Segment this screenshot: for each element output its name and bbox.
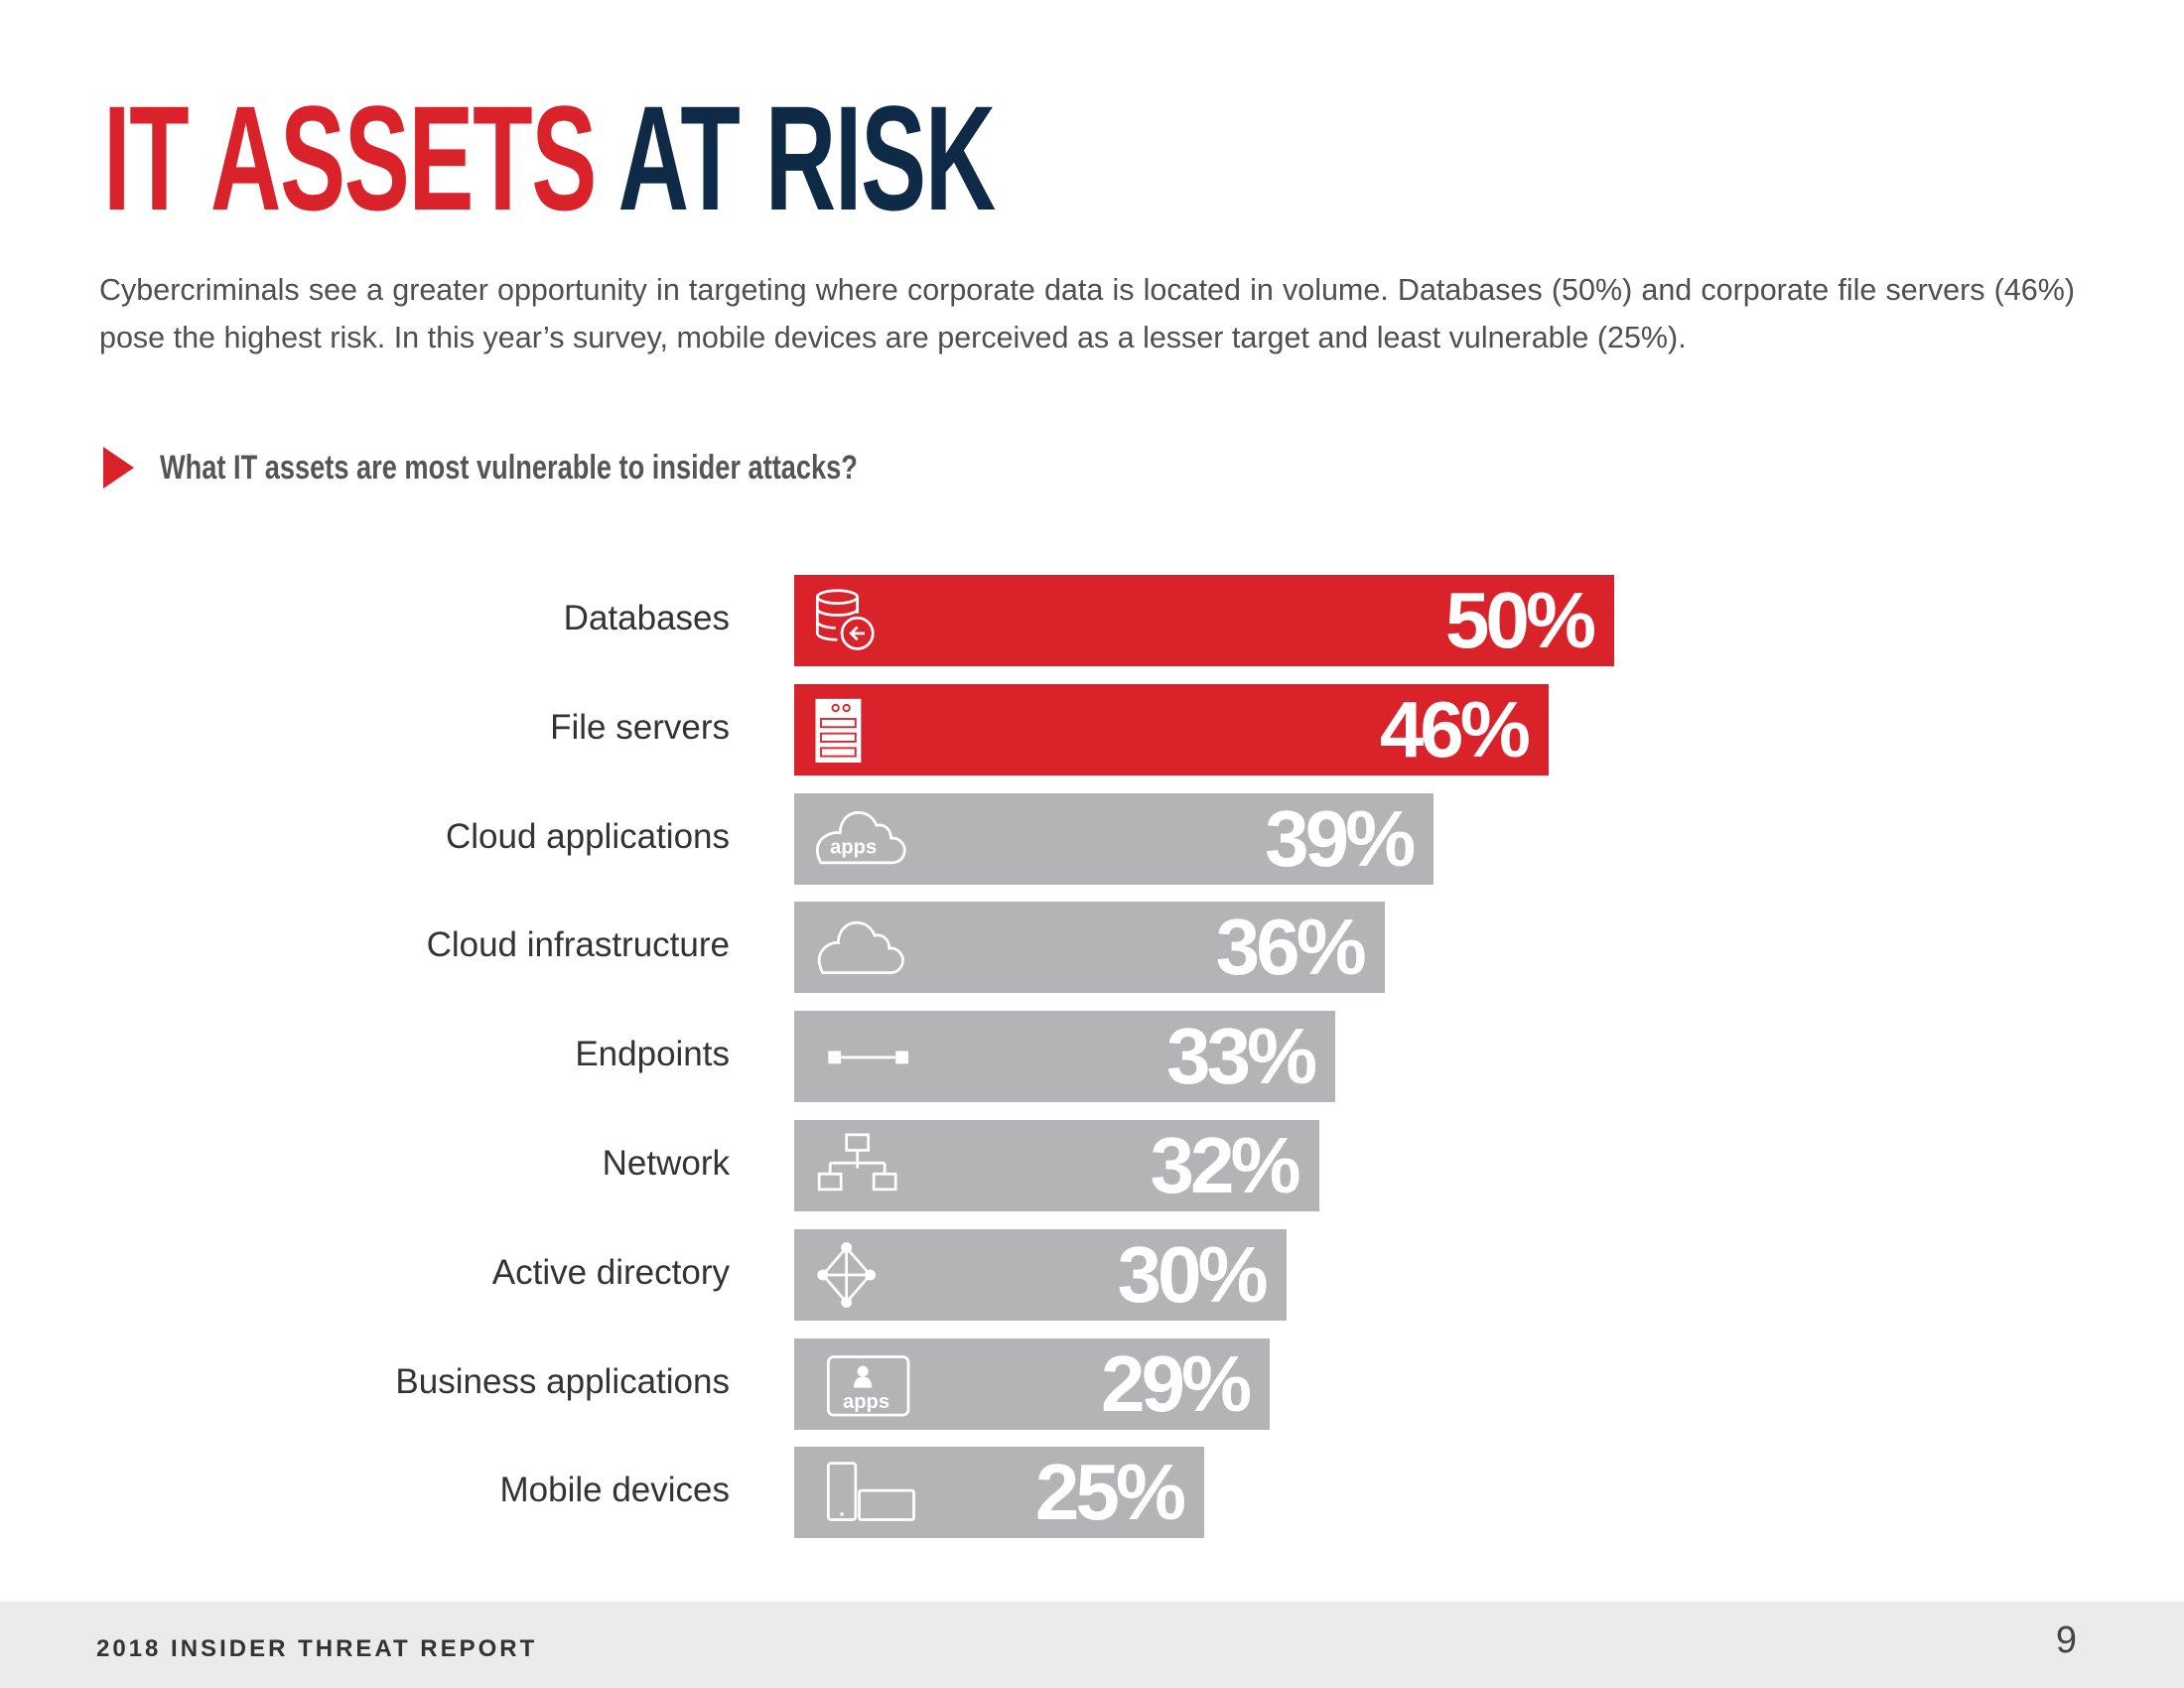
bar-endpoints: 33% bbox=[794, 1011, 1336, 1103]
category-label: Mobile devices bbox=[499, 1471, 731, 1510]
network-icon bbox=[817, 1133, 897, 1192]
title-red: IT ASSETS bbox=[103, 74, 597, 241]
category-label: Network bbox=[602, 1144, 730, 1183]
cloud-icon bbox=[817, 921, 904, 975]
triangle-bullet-icon bbox=[103, 447, 134, 489]
value-label: 25% bbox=[1034, 1448, 1186, 1537]
value-label: 29% bbox=[1100, 1338, 1252, 1428]
bar-network: 32% bbox=[794, 1120, 1319, 1211]
value-label: 30% bbox=[1117, 1229, 1268, 1319]
business-apps-icon: apps bbox=[826, 1354, 910, 1417]
svg-text:apps: apps bbox=[843, 1390, 889, 1412]
category-label: Cloud infrastructure bbox=[426, 925, 730, 965]
value-label: 39% bbox=[1265, 793, 1416, 883]
category-label: Cloud applications bbox=[445, 816, 730, 856]
bar-cloud-applications: apps 39% bbox=[794, 792, 1434, 885]
endpoint-icon bbox=[828, 1051, 908, 1064]
file-server-icon bbox=[815, 698, 862, 763]
cloud-apps-icon: apps bbox=[815, 810, 906, 864]
bar-file-servers: 46% bbox=[794, 683, 1549, 775]
title-navy: AT RISK bbox=[617, 74, 997, 241]
value-label: 36% bbox=[1215, 903, 1367, 992]
active-directory-icon bbox=[817, 1241, 876, 1308]
category-label: Endpoints bbox=[575, 1035, 730, 1074]
value-label: 46% bbox=[1379, 684, 1531, 774]
chart-question: What IT assets are most vulnerable to in… bbox=[103, 446, 1032, 490]
page-title: IT ASSETS AT RISK bbox=[103, 83, 996, 232]
bar-business-applications: apps 29% bbox=[794, 1337, 1271, 1430]
intro-paragraph: Cybercriminals see a greater opportunity… bbox=[99, 273, 2075, 354]
mobile-devices-icon bbox=[826, 1462, 915, 1522]
value-label: 32% bbox=[1150, 1121, 1301, 1209]
footer-report-title: 2018 INSIDER THREAT REPORT bbox=[96, 1635, 538, 1662]
question-text: What IT assets are most vulnerable to in… bbox=[160, 448, 858, 487]
category-label: File servers bbox=[550, 707, 730, 747]
bar-databases: 50% bbox=[794, 575, 1614, 666]
svg-text:apps: apps bbox=[830, 836, 877, 858]
database-icon bbox=[815, 589, 875, 650]
bar-chart: Databases 50% File servers 46% Cloud applica… bbox=[395, 575, 1614, 1539]
bar-cloud-infrastructure: 36% bbox=[794, 902, 1385, 994]
bar-mobile-devices: 25% bbox=[794, 1447, 1204, 1539]
value-label: 33% bbox=[1166, 1012, 1317, 1101]
category-label: Business applications bbox=[395, 1361, 730, 1401]
page-number: 9 bbox=[2055, 1619, 2077, 1661]
category-label: Active directory bbox=[491, 1252, 730, 1292]
bar-active-directory: 30% bbox=[794, 1228, 1287, 1321]
category-label: Databases bbox=[563, 599, 730, 637]
footer: 2018 INSIDER THREAT REPORT 9 bbox=[0, 1602, 2184, 1688]
value-label: 50% bbox=[1444, 576, 1596, 664]
